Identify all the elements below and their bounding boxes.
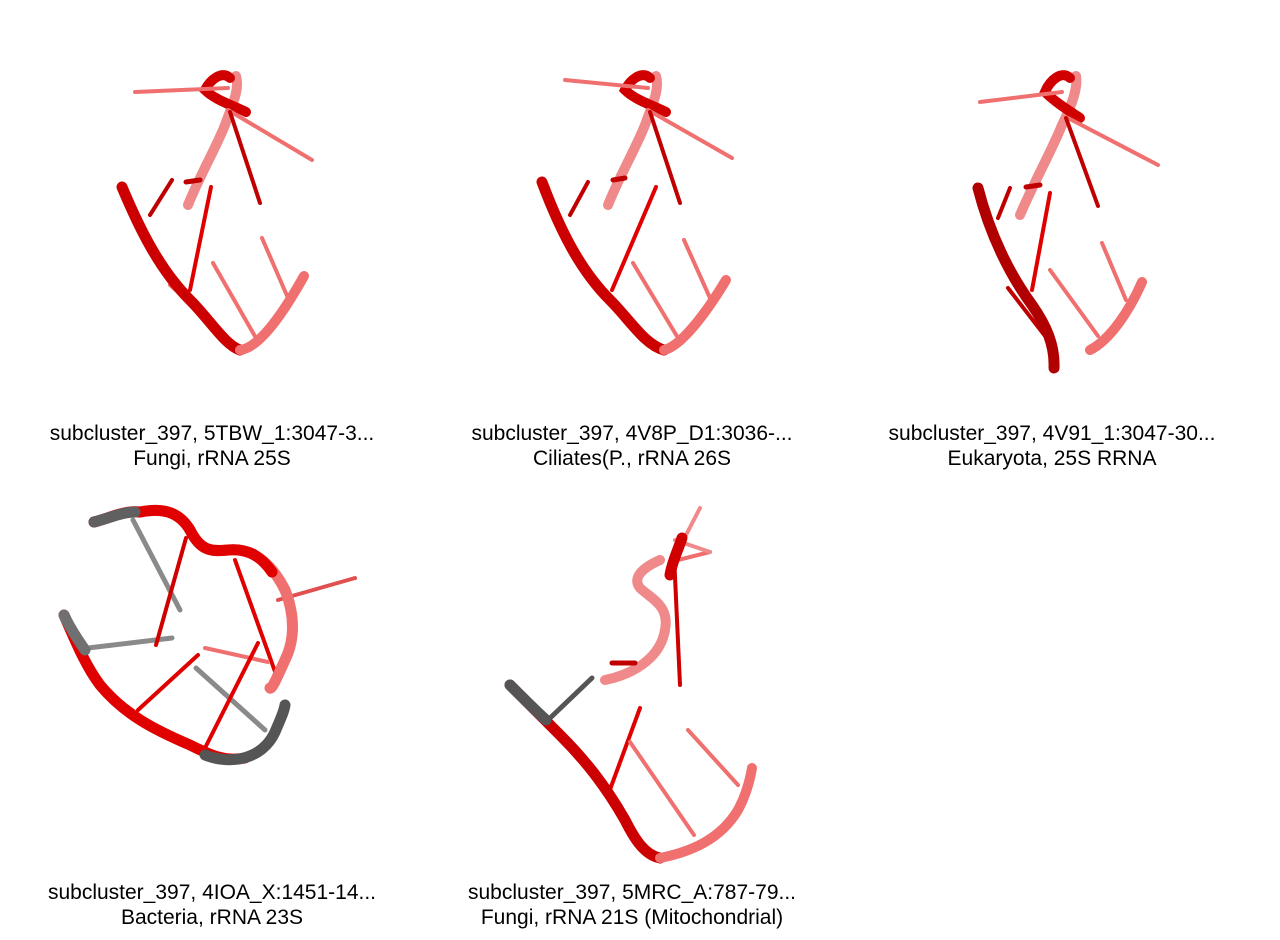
panel-title: subcluster_397, 5TBW_1:3047-3... (49, 422, 375, 445)
panel-title: subcluster_397, 4IOA_X:1451-14... (47, 881, 377, 904)
rna-structure-2 (536, 70, 734, 356)
panel-subtitle: Eukaryota, 25S RRNA (947, 447, 1157, 470)
panel-caption: subcluster_397, 4V91_1:3047-30... Eukary… (842, 421, 1262, 471)
structure-panel-1: subcluster_397, 5TBW_1:3047-3... Fungi, … (0, 0, 420, 480)
structure-panel-3: subcluster_397, 4V91_1:3047-30... Eukary… (840, 0, 1260, 480)
structure-panel-2: subcluster_397, 4V8P_D1:3036-... Ciliate… (420, 0, 840, 480)
structure-panel-5: subcluster_397, 5MRC_A:787-79... Fungi, … (420, 480, 840, 940)
rna-structure-4 (58, 504, 357, 766)
panel-subtitle: Bacteria, rRNA 23S (120, 906, 304, 929)
panel-subtitle: Ciliates(P., rRNA 26S (532, 447, 732, 470)
panel-title: subcluster_397, 4V8P_D1:3036-... (471, 422, 793, 445)
rna-structure-1 (116, 70, 314, 356)
structure-panel-4: subcluster_397, 4IOA_X:1451-14... Bacter… (0, 480, 420, 940)
panel-title: subcluster_397, 5MRC_A:787-79... (467, 881, 796, 904)
panel-subtitle: Fungi, rRNA 25S (133, 447, 291, 470)
rna-structure-5 (504, 506, 757, 864)
rna-structure-3 (972, 70, 1160, 374)
panel-subtitle: Fungi, rRNA 21S (Mitochondrial) (480, 906, 784, 929)
panel-caption: subcluster_397, 5MRC_A:787-79... Fungi, … (422, 880, 842, 930)
panel-title: subcluster_397, 4V91_1:3047-30... (888, 422, 1216, 445)
panel-caption: subcluster_397, 5TBW_1:3047-3... Fungi, … (2, 421, 422, 471)
panel-caption: subcluster_397, 4IOA_X:1451-14... Bacter… (2, 880, 422, 930)
panel-caption: subcluster_397, 4V8P_D1:3036-... Ciliate… (422, 421, 842, 471)
